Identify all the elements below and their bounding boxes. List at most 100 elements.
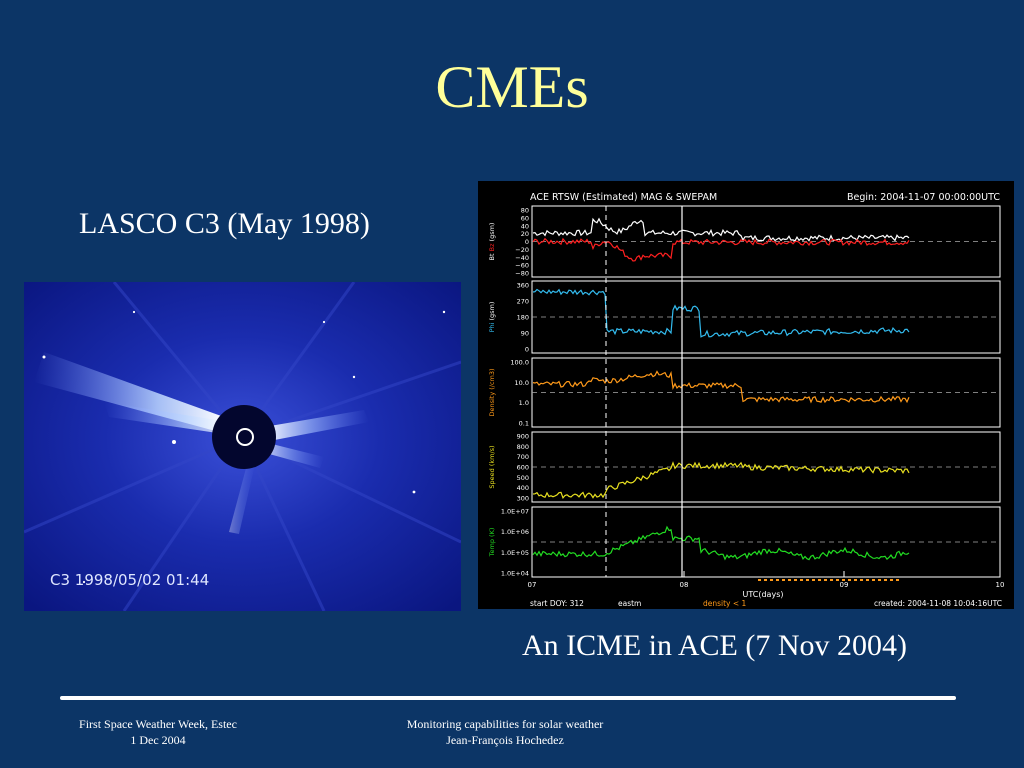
y-axis-label: Density (/cm3) — [488, 368, 496, 416]
footer-event: First Space Weather Week, Estec 1 Dec 20… — [58, 716, 258, 748]
density-flag-mark — [770, 579, 773, 581]
y-tick-label: 1.0E+04 — [501, 570, 529, 578]
y-axis-label: Bt Bz (gsm) — [488, 223, 496, 261]
trace-bt — [532, 217, 910, 242]
ace-plot-graphic: ACE RTSW (Estimated) MAG & SWEPAM Begin:… — [488, 192, 1005, 608]
plot-panel-4: 900 800 700 600 500 400 300 Speed (km/s) — [488, 431, 1001, 503]
y-tick-label: 100.0 — [510, 359, 529, 367]
y-tick-label: 500 — [517, 474, 529, 482]
plot-footer-created: created: 2004-11-08 10:04:16UTC — [874, 599, 1002, 608]
y-axis-label: Speed (km/s) — [488, 445, 496, 488]
y-tick-label: 20 — [521, 230, 529, 238]
y-tick-label: 0 — [525, 238, 529, 246]
plot-header-right: Begin: 2004-11-07 00:00:00UTC — [847, 192, 1000, 203]
y-tick-label: 270 — [517, 298, 529, 306]
lasco-image-graphic — [24, 282, 461, 611]
y-tick-label: 0.1 — [519, 420, 529, 428]
trace-speed — [532, 461, 910, 499]
plot-x-label: UTC(days) — [743, 590, 784, 599]
y-axis-label-part: Phi — [488, 322, 496, 332]
density-flag-mark — [788, 579, 791, 581]
y-tick-label: 600 — [517, 464, 529, 472]
plot-footer-start: start DOY: 312 — [530, 599, 584, 608]
plot-panel-2: 360 270 180 90 0 Phi (gsm) — [488, 280, 1001, 354]
y-axis-label-part: Speed (km/s) — [488, 445, 496, 488]
density-flag-mark — [890, 579, 893, 581]
density-flag-mark — [896, 579, 899, 581]
y-tick-label: 40 — [521, 222, 529, 230]
y-tick-label: 10.0 — [515, 379, 529, 387]
density-flag-mark — [764, 579, 767, 581]
plot-footer-eastm: eastm — [618, 599, 641, 608]
y-tick-label: 700 — [517, 453, 529, 461]
density-flag-mark — [878, 579, 881, 581]
density-flag-mark — [758, 579, 761, 581]
y-axis-label-part: Density (/cm3) — [488, 368, 496, 416]
trace-temp — [532, 525, 910, 561]
y-tick-label: 60 — [521, 214, 529, 222]
lasco-timestamp-label: C3 1998/05/02 01:44 — [50, 571, 210, 589]
density-flag-mark — [848, 579, 851, 581]
y-tick-label: −40 — [515, 254, 529, 262]
footer-talk: Monitoring capabilities for solar weathe… — [360, 716, 650, 748]
density-flag-mark — [776, 579, 779, 581]
density-flag-mark — [794, 579, 797, 581]
footer-divider — [60, 696, 956, 700]
footer-author: Jean-François Hochedez — [446, 733, 564, 747]
y-axis-label: Temp (K) — [488, 528, 496, 558]
y-tick-label: 400 — [517, 484, 529, 492]
y-axis-label-part: Temp (K) — [488, 528, 496, 558]
footer-event-name: First Space Weather Week, Estec — [79, 717, 237, 731]
y-tick-label: 1.0E+07 — [501, 508, 529, 516]
density-flag-mark — [884, 579, 887, 581]
density-flag-mark — [818, 579, 821, 581]
density-flag-mark — [806, 579, 809, 581]
x-tick-label: 09 — [840, 581, 849, 589]
trace-density — [532, 370, 910, 404]
density-flag-mark — [854, 579, 857, 581]
plot-footer-density-note: density < 1 — [703, 599, 747, 608]
x-tick-label: 08 — [680, 581, 689, 589]
y-tick-label: 90 — [521, 330, 529, 338]
density-flag-mark — [782, 579, 785, 581]
y-axis-label-part: (gsm) — [488, 302, 496, 323]
density-flag-mark — [824, 579, 827, 581]
y-tick-label: 80 — [521, 207, 529, 215]
plot-panel-3: 100.0 10.0 1.0 0.1 Density (/cm3) — [488, 357, 1001, 428]
lasco-c3-coronagraph-image: C3 1998/05/02 01:44 — [24, 282, 461, 611]
y-axis-label-part: Bt — [488, 253, 496, 260]
y-tick-label: 1.0E+06 — [501, 528, 529, 536]
x-tick-label: 10 — [996, 581, 1005, 589]
density-flag-mark — [830, 579, 833, 581]
y-tick-label: 900 — [517, 433, 529, 441]
y-tick-label: 0 — [525, 346, 529, 354]
density-flag-mark — [800, 579, 803, 581]
y-tick-label: −60 — [515, 262, 529, 270]
density-flag-mark — [812, 579, 815, 581]
y-tick-label: 300 — [517, 495, 529, 503]
y-tick-label: −80 — [515, 270, 529, 278]
y-tick-label: 1.0E+05 — [501, 549, 529, 557]
density-flag-mark — [872, 579, 875, 581]
y-tick-label: 1.0 — [519, 399, 529, 407]
density-flag-mark — [842, 579, 845, 581]
footer-talk-title: Monitoring capabilities for solar weathe… — [406, 717, 604, 731]
lasco-caption: LASCO C3 (May 1998) — [79, 207, 370, 240]
y-axis-label: Phi (gsm) — [488, 302, 496, 333]
ace-rtsw-plot: ACE RTSW (Estimated) MAG & SWEPAM Begin:… — [478, 181, 1014, 609]
density-flag-mark — [860, 579, 863, 581]
y-tick-label: 180 — [517, 314, 529, 322]
y-axis-label-part: Bz — [488, 243, 496, 254]
trace-phi — [532, 288, 910, 338]
trace-bz — [532, 237, 910, 262]
y-tick-label: 360 — [517, 282, 529, 290]
density-flag-mark — [866, 579, 869, 581]
plot-panel-5: 1.0E+07 1.0E+06 1.0E+05 1.0E+04 Temp (K) — [488, 506, 1001, 578]
density-flag-mark — [836, 579, 839, 581]
footer-event-date: 1 Dec 2004 — [130, 733, 186, 747]
x-tick-label: 07 — [528, 581, 537, 589]
plot-header-left: ACE RTSW (Estimated) MAG & SWEPAM — [530, 192, 717, 203]
y-axis-label-part: (gsm) — [488, 223, 496, 244]
slide-title: CMEs — [435, 54, 589, 120]
